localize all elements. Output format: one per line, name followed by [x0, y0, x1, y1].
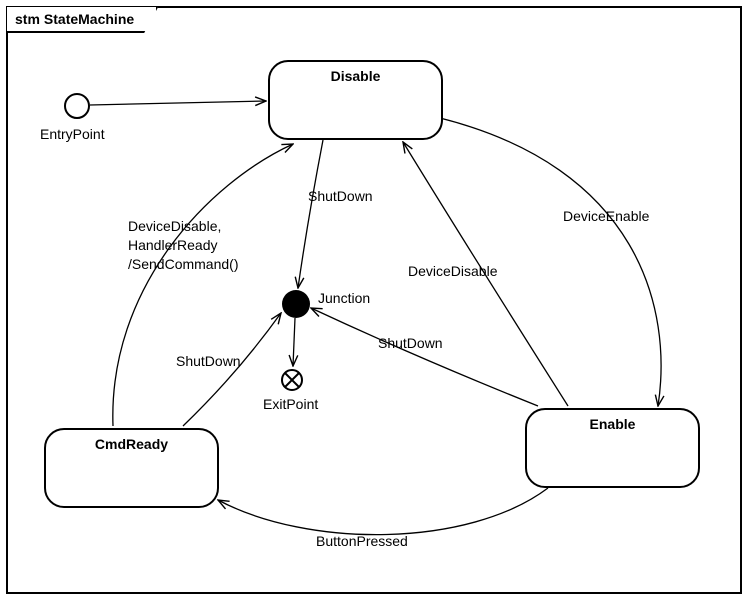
edge-enable-to-cmdready [218, 488, 548, 535]
state-disable: Disable [268, 60, 443, 140]
label-device-disable-right: DeviceDisable [408, 263, 497, 279]
label-cmd-to-disable-3: /SendCommand() [128, 256, 239, 272]
state-cmdready: CmdReady [44, 428, 219, 508]
frame-name: StateMachine [44, 11, 134, 27]
state-enable-label: Enable [590, 416, 636, 432]
frame-keyword: stm [15, 11, 40, 27]
exitpoint-node [280, 368, 304, 392]
label-cmd-to-disable-2: HandlerReady [128, 237, 218, 253]
edge-entry-to-disable [90, 101, 266, 105]
junction-label: Junction [318, 290, 370, 306]
state-machine-frame: stm StateMachine EntryPoint Disabl [6, 6, 742, 594]
entrypoint-node [64, 93, 90, 119]
state-enable: Enable [525, 408, 700, 488]
label-device-enable: DeviceEnable [563, 208, 649, 224]
edge-junction-to-exit [293, 318, 295, 366]
junction-node [282, 290, 310, 318]
label-shutdown-left: ShutDown [176, 353, 241, 369]
edge-enable-to-junction [311, 308, 538, 406]
state-cmdready-label: CmdReady [95, 436, 168, 452]
label-cmd-to-disable-1: DeviceDisable, [128, 218, 221, 234]
edge-cmdready-to-disable [113, 144, 293, 426]
edge-disable-to-enable [440, 118, 661, 406]
entrypoint-label: EntryPoint [40, 126, 105, 142]
frame-title-tab: stm StateMachine [7, 7, 158, 33]
label-shutdown-right: ShutDown [378, 335, 443, 351]
edge-disable-to-junction [298, 140, 323, 288]
label-button-pressed: ButtonPressed [316, 533, 408, 549]
state-disable-label: Disable [331, 68, 381, 84]
label-shutdown-top: ShutDown [308, 188, 373, 204]
exitpoint-label: ExitPoint [263, 396, 318, 412]
